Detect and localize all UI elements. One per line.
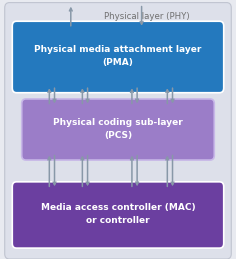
FancyBboxPatch shape — [12, 182, 224, 248]
FancyBboxPatch shape — [12, 21, 224, 93]
FancyBboxPatch shape — [22, 99, 214, 160]
Text: Physical coding sub-layer: Physical coding sub-layer — [53, 118, 183, 127]
Text: Media access controller (MAC): Media access controller (MAC) — [41, 203, 195, 212]
Text: Physical layer (PHY): Physical layer (PHY) — [104, 12, 189, 21]
FancyBboxPatch shape — [5, 3, 231, 259]
Text: Physical media attachment layer: Physical media attachment layer — [34, 45, 202, 54]
Text: (PMA): (PMA) — [103, 58, 133, 67]
Text: or controller: or controller — [86, 216, 150, 225]
Text: (PCS): (PCS) — [104, 131, 132, 140]
